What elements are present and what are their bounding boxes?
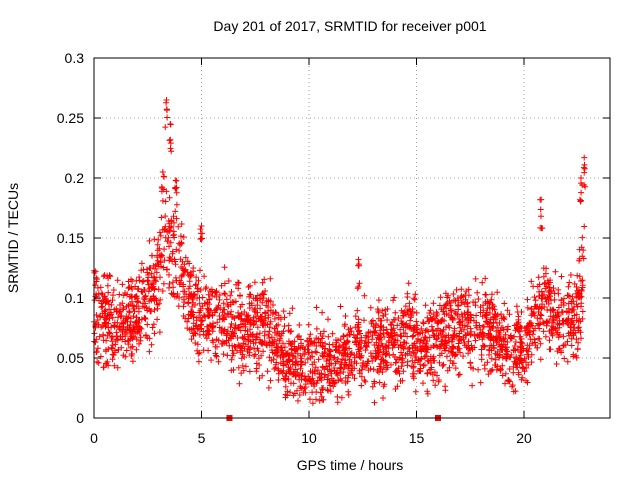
x-tick-label: 20 <box>516 430 532 446</box>
y-tick-label: 0 <box>76 410 84 426</box>
y-tick-label: 0.05 <box>57 350 84 366</box>
y-tick-label: 0.2 <box>65 170 85 186</box>
scatter-points <box>91 97 589 407</box>
x-tick-label: 15 <box>409 430 425 446</box>
axis-ticks: 0 5 10 15 20 0 0.05 0.1 0.15 0.2 0.25 0.3 <box>57 50 610 446</box>
y-tick-label: 0.25 <box>57 110 84 126</box>
y-tick-label: 0.3 <box>65 50 85 66</box>
x-tick-label: 5 <box>198 430 206 446</box>
data-points <box>91 97 589 407</box>
x-tick-label: 10 <box>301 430 317 446</box>
y-axis-label: SRMTID / TECUs <box>5 183 21 293</box>
y-tick-label: 0.1 <box>65 290 85 306</box>
x-tick-label: 0 <box>90 430 98 446</box>
chart-title: Day 201 of 2017, SRMTID for receiver p00… <box>213 18 486 34</box>
y-tick-label: 0.15 <box>57 230 84 246</box>
x-axis-label: GPS time / hours <box>297 457 404 473</box>
